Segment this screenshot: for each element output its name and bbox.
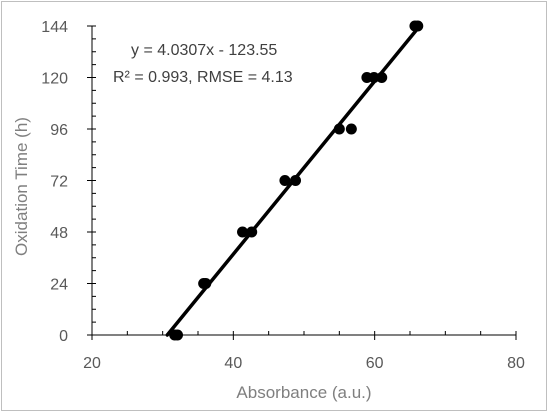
tick-labels: 0 24 48 72 96 120 144 20 40 60 80 [41, 19, 525, 372]
data-point [345, 123, 357, 135]
x-tick-label: 20 [83, 355, 101, 372]
data-point [237, 226, 249, 238]
x-axis-label: Absorbance (a.u.) [236, 383, 371, 402]
data-point [279, 175, 291, 186]
axes [87, 25, 517, 340]
y-tick-label: 120 [41, 71, 68, 88]
data-point [246, 226, 258, 238]
data-point [333, 123, 345, 135]
trendline-stats: R² = 0.993, RMSE = 4.13 [113, 69, 293, 86]
y-tick-label: 48 [50, 225, 68, 242]
data-point [412, 20, 424, 32]
data-point [376, 72, 388, 83]
data-point [290, 175, 302, 186]
data-point [368, 72, 380, 83]
y-tick-label: 144 [41, 19, 68, 36]
y-tick-label: 96 [50, 122, 68, 139]
y-axis-label: Oxidation Time (h) [12, 117, 31, 256]
data-point [172, 329, 184, 341]
y-tick-label: 0 [59, 328, 68, 345]
x-tick-label: 40 [224, 355, 242, 372]
data-point [200, 278, 212, 289]
y-tick-label: 72 [50, 174, 68, 191]
data-points [169, 20, 424, 341]
trendline-equation: y = 4.0307x - 123.55 [131, 42, 277, 59]
x-tick-label: 60 [366, 355, 384, 372]
x-tick-label: 80 [507, 355, 525, 372]
y-tick-label: 24 [50, 277, 68, 294]
